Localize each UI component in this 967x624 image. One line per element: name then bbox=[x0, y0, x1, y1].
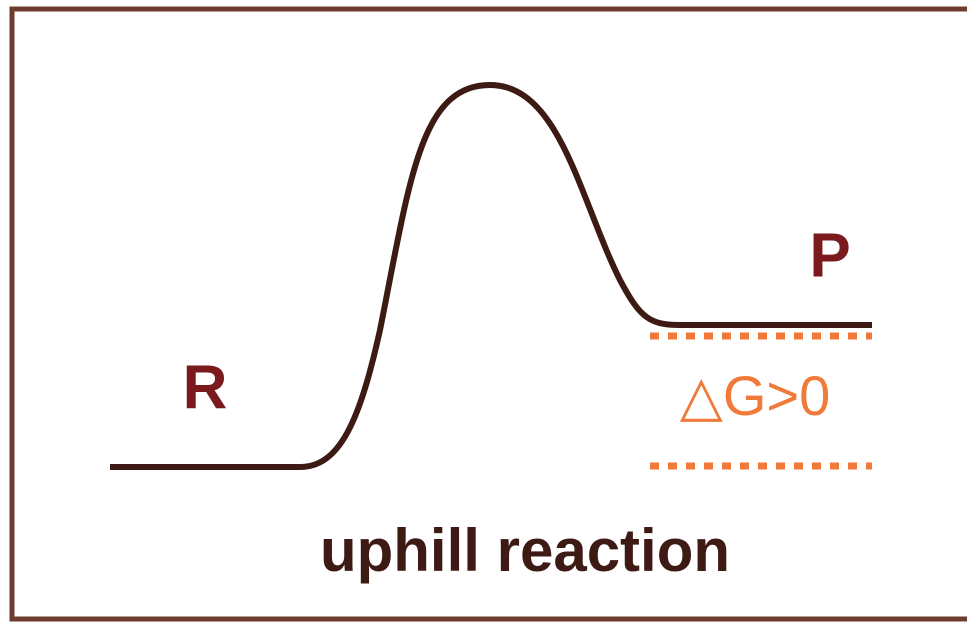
reactant-label: R bbox=[183, 353, 228, 422]
delta-g-label: △G>0 bbox=[680, 364, 830, 427]
product-label: P bbox=[809, 221, 850, 290]
energy-curve bbox=[110, 81, 872, 470]
frame bbox=[9, 6, 967, 622]
caption: uphill reaction bbox=[320, 517, 730, 584]
